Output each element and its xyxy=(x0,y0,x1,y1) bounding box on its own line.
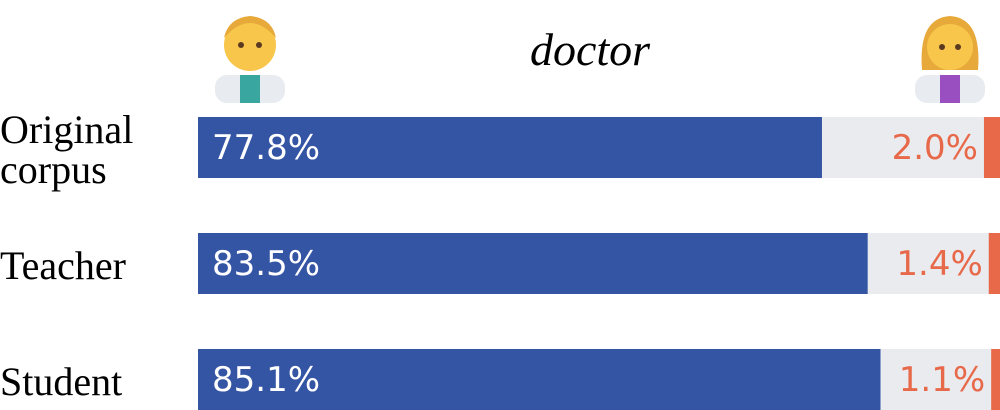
bar-female xyxy=(988,233,1000,294)
bar-male xyxy=(198,349,881,410)
bar-female xyxy=(983,117,1000,178)
bar-male xyxy=(198,233,868,294)
male-icon xyxy=(215,16,285,103)
category-label: Original corpus xyxy=(0,106,134,192)
category-label: Student xyxy=(0,358,123,404)
value-label: 1.4% xyxy=(896,244,982,284)
value-label: 2.0% xyxy=(892,128,978,168)
category-label: Teacher xyxy=(0,242,126,288)
female-icon xyxy=(915,16,985,103)
value-label: 1.1% xyxy=(899,360,985,400)
value-label: 83.5% xyxy=(212,244,320,284)
bar-male xyxy=(198,117,822,178)
value-label: 77.8% xyxy=(212,128,320,168)
bar-female xyxy=(991,349,1000,410)
chart-title: doctor xyxy=(530,24,651,75)
value-label: 85.1% xyxy=(212,360,320,400)
